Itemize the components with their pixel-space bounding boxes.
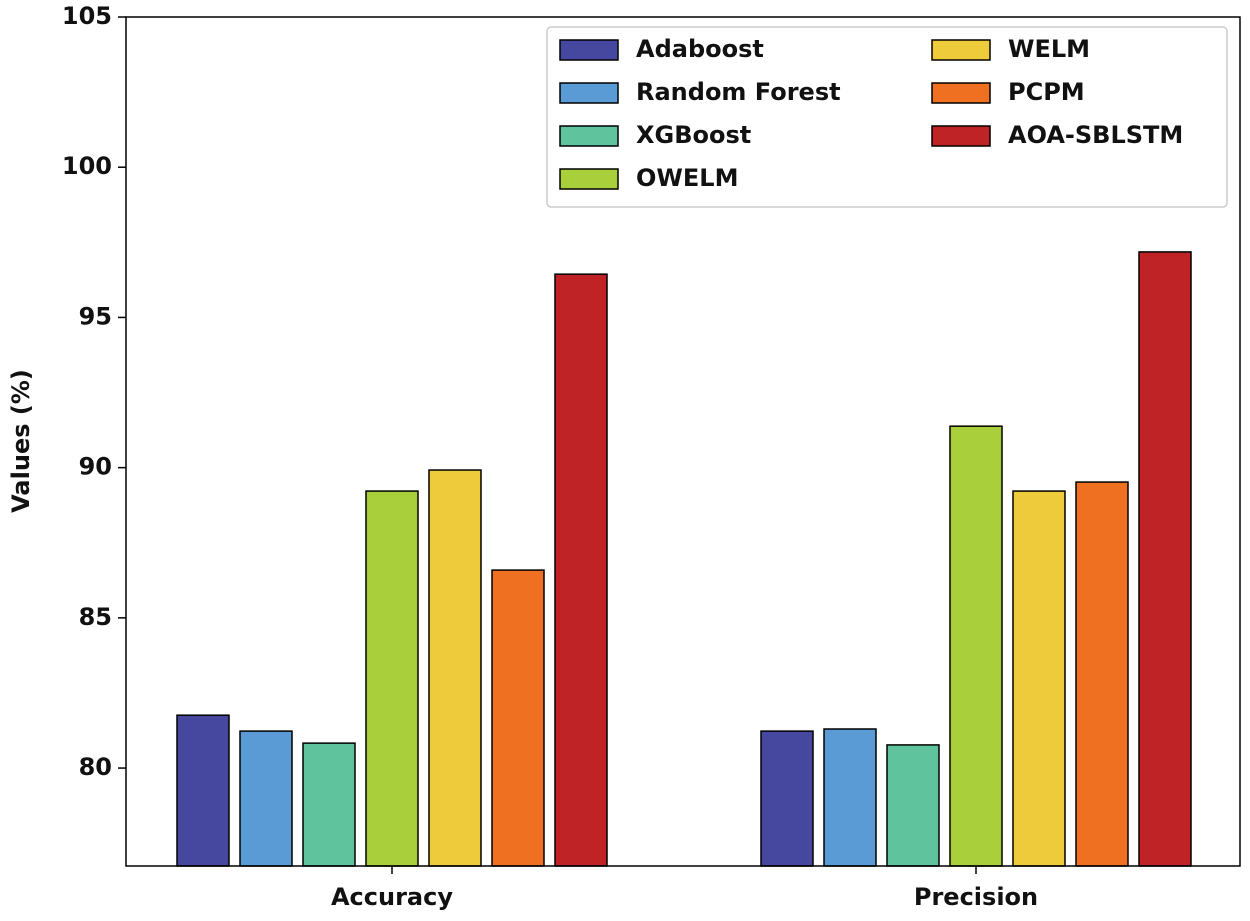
bar: [302, 742, 356, 867]
bar: [1075, 481, 1129, 867]
legend-box: [546, 26, 1228, 208]
bar: [823, 728, 877, 867]
bar: [760, 730, 814, 867]
x-tick-label: Precision: [914, 883, 1038, 911]
bar: [949, 425, 1003, 867]
bar: [886, 744, 940, 867]
legend-swatch: [559, 82, 619, 104]
y-tick-label: 85: [79, 603, 112, 631]
bar: [554, 273, 608, 867]
legend-label: WELM: [1008, 35, 1090, 63]
bar: [239, 730, 293, 867]
legend-swatch: [931, 82, 991, 104]
y-axis-label: Values (%): [7, 369, 35, 513]
legend-label: AOA-SBLSTM: [1008, 121, 1183, 149]
bar: [428, 469, 482, 867]
bar: [1138, 251, 1192, 867]
bar: [176, 714, 230, 867]
legend-label: OWELM: [636, 164, 738, 192]
y-tick-label: 90: [79, 453, 112, 481]
y-tick-label: 100: [62, 152, 112, 180]
plot-frame: [125, 16, 1241, 867]
bar: [1012, 490, 1066, 867]
legend-label: PCPM: [1008, 78, 1085, 106]
legend-label: XGBoost: [636, 121, 751, 149]
x-tick-label: Accuracy: [331, 883, 453, 911]
legend-swatch: [559, 39, 619, 61]
legend-swatch: [559, 168, 619, 190]
legend-swatch: [931, 125, 991, 147]
legend-swatch: [559, 125, 619, 147]
bar: [491, 569, 545, 867]
y-tick-label: 95: [79, 302, 112, 330]
legend-label: Random Forest: [636, 78, 841, 106]
y-tick-label: 80: [79, 753, 112, 781]
bar: [365, 490, 419, 867]
legend-swatch: [931, 39, 991, 61]
legend-label: Adaboost: [636, 35, 764, 63]
y-tick-label: 105: [62, 2, 112, 30]
